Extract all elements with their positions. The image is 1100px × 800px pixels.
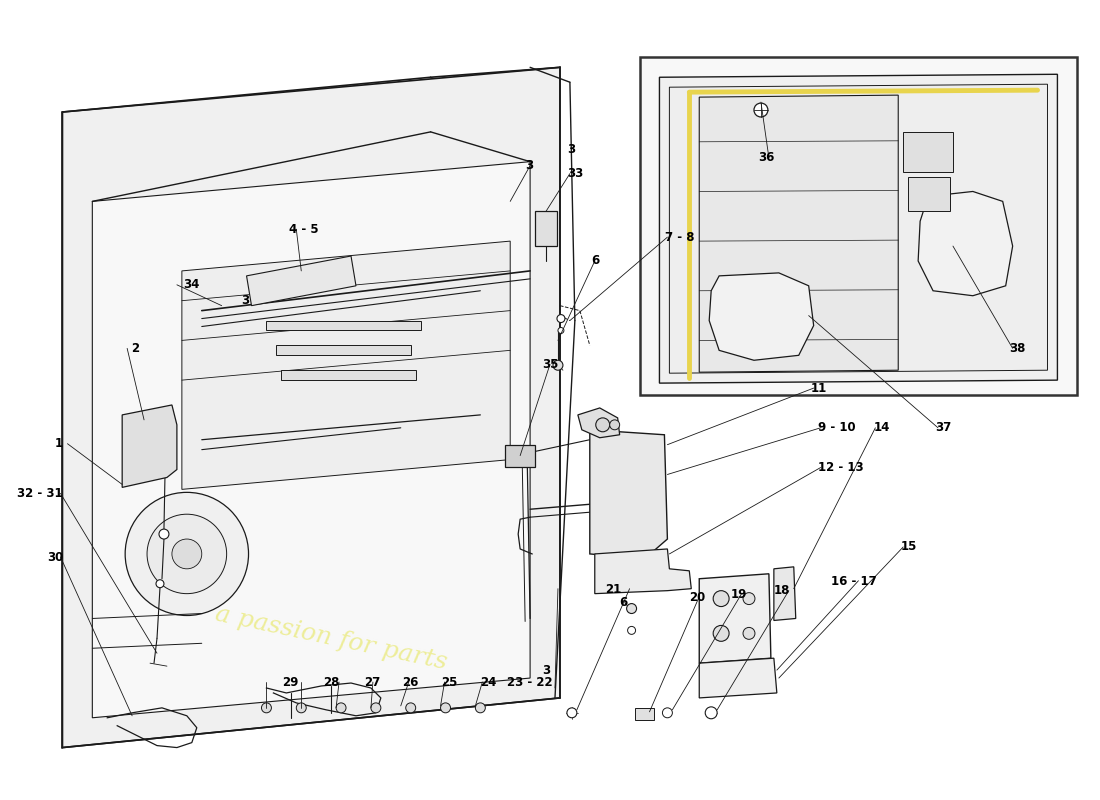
- Circle shape: [713, 626, 729, 642]
- Text: 30: 30: [46, 550, 63, 564]
- Text: 32 - 31: 32 - 31: [18, 487, 63, 500]
- Polygon shape: [182, 241, 510, 490]
- Bar: [535, 211, 557, 246]
- Text: 24: 24: [481, 675, 497, 689]
- Bar: [276, 346, 410, 355]
- Bar: [266, 321, 420, 330]
- Circle shape: [557, 314, 565, 322]
- Text: 21: 21: [605, 582, 621, 595]
- Circle shape: [156, 580, 164, 588]
- Text: 11: 11: [811, 382, 827, 394]
- Circle shape: [609, 420, 619, 430]
- Polygon shape: [918, 191, 1013, 296]
- Circle shape: [125, 492, 249, 615]
- Text: 37: 37: [935, 422, 952, 434]
- Text: 4 - 5: 4 - 5: [289, 222, 319, 236]
- Text: 6: 6: [591, 254, 600, 267]
- Polygon shape: [590, 430, 668, 559]
- Text: 20: 20: [690, 590, 706, 603]
- Text: 26: 26: [402, 675, 418, 689]
- Text: 29: 29: [283, 675, 299, 689]
- Circle shape: [558, 327, 564, 334]
- Circle shape: [371, 703, 381, 713]
- Polygon shape: [595, 549, 691, 594]
- Polygon shape: [710, 273, 814, 360]
- Text: 19: 19: [732, 588, 748, 601]
- Polygon shape: [774, 567, 795, 621]
- Circle shape: [262, 703, 272, 713]
- Text: 16 - 17: 16 - 17: [832, 574, 877, 588]
- Polygon shape: [659, 74, 1057, 383]
- Text: 9 - 10: 9 - 10: [818, 422, 856, 434]
- Text: 33: 33: [568, 167, 584, 180]
- Text: a passion for parts: a passion for parts: [213, 602, 449, 674]
- Circle shape: [172, 539, 201, 569]
- Text: 2: 2: [132, 342, 140, 355]
- Bar: [909, 177, 950, 211]
- Text: 18: 18: [773, 584, 790, 597]
- Circle shape: [441, 703, 451, 713]
- Text: 36: 36: [759, 151, 774, 164]
- Text: 35: 35: [542, 358, 559, 370]
- Text: 15: 15: [900, 541, 916, 554]
- Circle shape: [754, 103, 768, 117]
- Bar: [505, 445, 535, 466]
- Circle shape: [628, 626, 636, 634]
- Circle shape: [296, 703, 306, 713]
- Polygon shape: [92, 162, 530, 718]
- Polygon shape: [700, 574, 771, 663]
- Circle shape: [713, 590, 729, 606]
- Text: 1: 1: [55, 437, 63, 450]
- Circle shape: [553, 360, 563, 370]
- Text: 34: 34: [184, 278, 200, 291]
- Text: 3: 3: [542, 664, 551, 677]
- Text: 25: 25: [441, 675, 458, 689]
- Circle shape: [742, 593, 755, 605]
- Polygon shape: [63, 67, 560, 747]
- Polygon shape: [670, 84, 1047, 373]
- Bar: [635, 708, 654, 720]
- Text: 3: 3: [568, 143, 575, 156]
- Bar: [639, 58, 1077, 395]
- Polygon shape: [700, 95, 899, 372]
- Circle shape: [406, 703, 416, 713]
- Circle shape: [147, 514, 227, 594]
- Circle shape: [566, 708, 576, 718]
- Polygon shape: [246, 256, 356, 306]
- Text: 3: 3: [526, 159, 534, 172]
- Text: 27: 27: [364, 675, 381, 689]
- Polygon shape: [700, 658, 777, 698]
- Bar: [282, 370, 416, 380]
- Circle shape: [337, 703, 346, 713]
- Polygon shape: [578, 408, 619, 438]
- Circle shape: [475, 703, 485, 713]
- Circle shape: [596, 418, 609, 432]
- Text: 38: 38: [1010, 342, 1026, 355]
- Circle shape: [742, 627, 755, 639]
- Text: 7 - 8: 7 - 8: [664, 230, 694, 244]
- Text: 23 - 22: 23 - 22: [507, 675, 553, 689]
- Circle shape: [160, 529, 169, 539]
- Circle shape: [662, 708, 672, 718]
- Text: 12 - 13: 12 - 13: [818, 461, 864, 474]
- Text: 6: 6: [619, 596, 627, 609]
- Circle shape: [705, 707, 717, 718]
- Text: 28: 28: [323, 675, 339, 689]
- Polygon shape: [122, 405, 177, 487]
- Bar: [903, 132, 953, 171]
- Text: 14: 14: [874, 422, 890, 434]
- Circle shape: [627, 603, 637, 614]
- Text: 3: 3: [241, 294, 249, 307]
